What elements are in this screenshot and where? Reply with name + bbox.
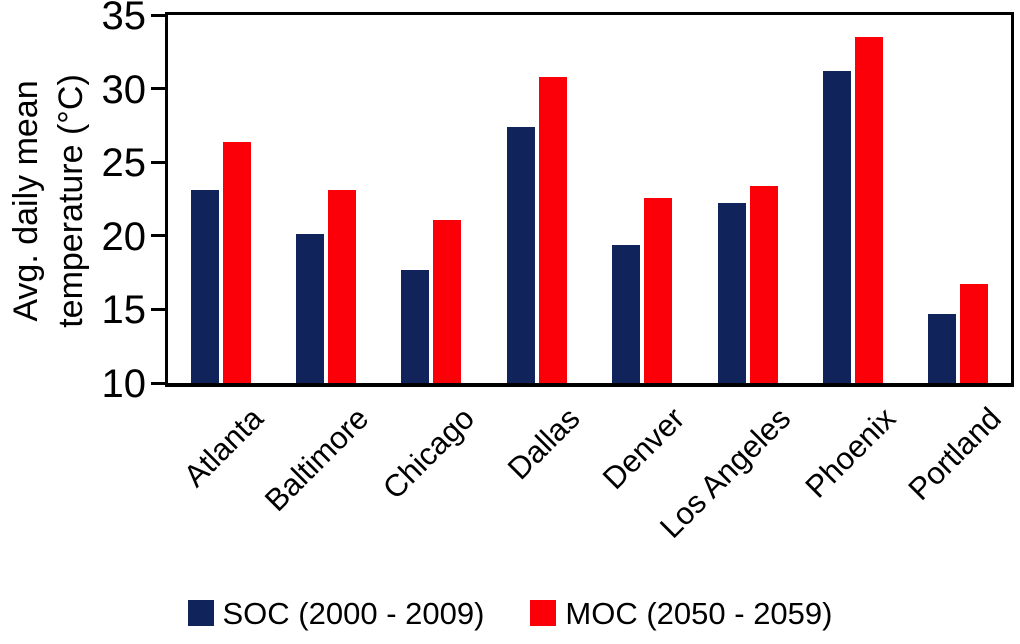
y-tick-label-30: 30 [101,67,147,112]
bar-group-baltimore [273,15,378,383]
x-label-portland: Portland [901,400,1008,507]
bar-denver-soc [612,244,641,383]
y-tick-mark-15 [151,307,166,311]
legend-label-soc: SOC (2000 - 2009) [222,595,485,631]
y-axis-title-line-2: temperature (°C) [52,74,90,328]
bar-chicago-moc [433,219,462,383]
y-axis-title-line-1: Avg. daily mean [7,80,46,322]
legend: SOC (2000 - 2009) MOC (2050 - 2059) [0,588,1020,638]
bar-group-los-angeles [695,15,800,383]
bar-group-denver [590,15,695,383]
bar-dallas-moc [538,76,567,383]
y-tick-label-15: 15 [101,288,147,333]
legend-label-moc: MOC (2050 - 2059) [565,595,833,631]
y-tick-label-10: 10 [101,362,147,406]
y-tick-label-20: 20 [101,214,147,259]
bar-group-chicago [379,15,484,383]
legend-item-soc: SOC (2000 - 2009) [187,595,485,631]
bar-portland-soc [928,313,957,383]
x-label-phoenix: Phoenix [798,400,903,505]
x-label-atlanta: Atlanta [177,400,271,494]
bar-dallas-soc [506,126,535,383]
bar-baltimore-moc [328,190,357,383]
bar-phoenix-moc [854,37,883,383]
y-tick-label-35: 35 [101,0,147,38]
bar-atlanta-soc [190,190,219,383]
y-tick-mark-30 [151,87,166,91]
bar-baltimore-soc [296,234,325,383]
bar-chicago-soc [401,269,430,383]
bar-los-angeles-moc [749,185,778,383]
x-label-baltimore: Baltimore [258,400,376,518]
bar-group-phoenix [800,15,905,383]
bar-group-portland [906,15,1011,383]
y-tick-mark-10 [151,381,166,385]
x-label-dallas: Dallas [500,400,587,487]
y-tick-label-25: 25 [101,141,147,186]
x-label-chicago: Chicago [375,400,481,506]
legend-swatch-moc [530,600,557,626]
bar-atlanta-moc [222,141,251,383]
x-label-denver: Denver [596,400,692,497]
legend-swatch-soc [187,600,214,626]
bar-group-atlanta [168,15,273,383]
bar-los-angeles-soc [717,203,746,383]
y-tick-mark-25 [151,160,166,164]
plot-area [165,12,1014,387]
legend-item-moc: MOC (2050 - 2059) [530,598,832,629]
bar-portland-moc [960,284,989,383]
y-tick-mark-35 [151,13,166,17]
y-tick-mark-20 [151,234,166,238]
bar-denver-moc [644,197,673,383]
bar-phoenix-soc [822,70,851,383]
bar-group-dallas [484,15,589,383]
y-axis-title: Avg. daily mean temperature (°C) [1,1,97,401]
